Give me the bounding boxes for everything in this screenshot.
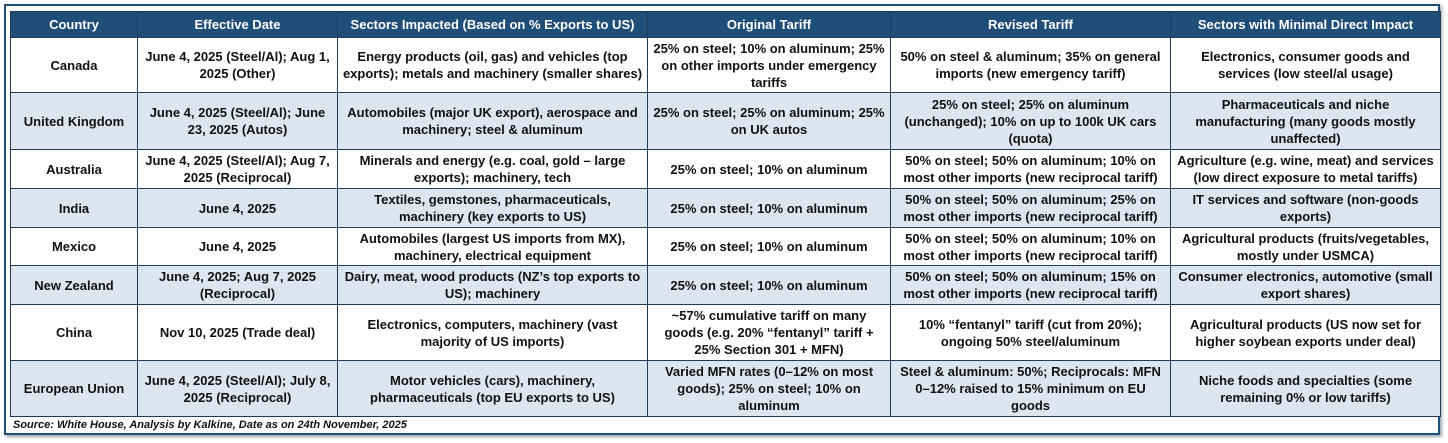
cell-original: 25% on steel; 10% on aluminum xyxy=(647,188,891,228)
table-row: United Kingdom June 4, 2025 (Steel/Al); … xyxy=(10,92,1441,150)
cell-sectors: Motor vehicles (cars), machinery, pharma… xyxy=(337,360,648,417)
cell-original: 25% on steel; 25% on aluminum; 25% on UK… xyxy=(647,92,891,150)
cell-revised: 50% on steel; 50% on aluminum; 10% on mo… xyxy=(890,149,1171,189)
cell-date: June 4, 2025 (Steel/Al); June 23, 2025 (… xyxy=(137,92,338,150)
cell-country: Mexico xyxy=(10,227,138,266)
cell-country: New Zealand xyxy=(10,265,138,305)
cell-revised: Steel & aluminum: 50%; Reciprocals: MFN … xyxy=(890,360,1171,417)
header-original-tariff: Original Tariff xyxy=(647,11,891,38)
cell-original: 25% on steel; 10% on aluminum; 25% on ot… xyxy=(647,37,891,93)
cell-minimal: Pharmaceuticals and niche manufacturing … xyxy=(1170,92,1441,150)
cell-original: ~57% cumulative tariff on many goods (e.… xyxy=(647,304,891,361)
cell-date: June 4, 2025 (Steel/Al); July 8, 2025 (R… xyxy=(137,360,338,417)
cell-sectors: Textiles, gemstones, pharmaceuticals, ma… xyxy=(337,188,648,228)
table-row: India June 4, 2025 Textiles, gemstones, … xyxy=(10,188,1441,228)
cell-date: June 4, 2025 (Steel/Al); Aug 1, 2025 (Ot… xyxy=(137,37,338,93)
cell-revised: 50% on steel; 50% on aluminum; 15% on mo… xyxy=(890,265,1171,305)
cell-country: Australia xyxy=(10,149,138,189)
cell-sectors: Energy products (oil, gas) and vehicles … xyxy=(337,37,648,93)
cell-date: June 4, 2025 (Steel/Al); Aug 7, 2025 (Re… xyxy=(137,149,338,189)
cell-date: Nov 10, 2025 (Trade deal) xyxy=(137,304,338,361)
cell-original: 25% on steel; 10% on aluminum xyxy=(647,149,891,189)
cell-date: June 4, 2025 xyxy=(137,188,338,228)
cell-minimal: IT services and software (non-goods expo… xyxy=(1170,188,1441,228)
table-row: Mexico June 4, 2025 Automobiles (largest… xyxy=(10,227,1441,266)
cell-original: Varied MFN rates (0–12% on most goods); … xyxy=(647,360,891,417)
cell-revised: 10% “fentanyl” tariff (cut from 20%); on… xyxy=(890,304,1171,361)
header-effective-date: Effective Date xyxy=(137,11,338,38)
cell-minimal: Niche foods and specialties (some remain… xyxy=(1170,360,1441,417)
cell-revised: 50% on steel; 50% on aluminum; 10% on mo… xyxy=(890,227,1171,266)
cell-country: European Union xyxy=(10,360,138,417)
table-row: Australia June 4, 2025 (Steel/Al); Aug 7… xyxy=(10,149,1441,189)
cell-sectors: Minerals and energy (e.g. coal, gold – l… xyxy=(337,149,648,189)
table-row: New Zealand June 4, 2025; Aug 7, 2025 (R… xyxy=(10,265,1441,305)
header-country: Country xyxy=(10,11,138,38)
header-minimal-impact: Sectors with Minimal Direct Impact xyxy=(1170,11,1441,38)
table-row: China Nov 10, 2025 (Trade deal) Electron… xyxy=(10,304,1441,361)
cell-sectors: Dairy, meat, wood products (NZ’s top exp… xyxy=(337,265,648,305)
cell-minimal: Agricultural products (fruits/vegetables… xyxy=(1170,227,1441,266)
cell-sectors: Automobiles (major UK export), aerospace… xyxy=(337,92,648,150)
cell-original: 25% on steel; 10% on aluminum xyxy=(647,227,891,266)
cell-minimal: Agricultural products (US now set for hi… xyxy=(1170,304,1441,361)
cell-country: India xyxy=(10,188,138,228)
cell-revised: 25% on steel; 25% on aluminum (unchanged… xyxy=(890,92,1171,150)
cell-minimal: Electronics, consumer goods and services… xyxy=(1170,37,1441,93)
cell-minimal: Consumer electronics, automotive (small … xyxy=(1170,265,1441,305)
cell-original: 25% on steel; 10% on aluminum xyxy=(647,265,891,305)
cell-country: United Kingdom xyxy=(10,92,138,150)
header-sectors-impacted: Sectors Impacted (Based on % Exports to … xyxy=(337,11,648,38)
header-row: Country Effective Date Sectors Impacted … xyxy=(10,11,1441,38)
cell-sectors: Automobiles (largest US imports from MX)… xyxy=(337,227,648,266)
table-row: Canada June 4, 2025 (Steel/Al); Aug 1, 2… xyxy=(10,37,1441,93)
cell-date: June 4, 2025 xyxy=(137,227,338,266)
cell-revised: 50% on steel & aluminum; 35% on general … xyxy=(890,37,1171,93)
cell-sectors: Electronics, computers, machinery (vast … xyxy=(337,304,648,361)
source-note: Source: White House, Analysis by Kalkine… xyxy=(13,419,407,431)
cell-country: Canada xyxy=(10,37,138,93)
cell-minimal: Agriculture (e.g. wine, meat) and servic… xyxy=(1170,149,1441,189)
header-revised-tariff: Revised Tariff xyxy=(890,11,1171,38)
table-frame: Country Effective Date Sectors Impacted … xyxy=(4,4,1441,435)
cell-country: China xyxy=(10,304,138,361)
table-row: European Union June 4, 2025 (Steel/Al); … xyxy=(10,360,1441,417)
cell-date: June 4, 2025; Aug 7, 2025 (Reciprocal) xyxy=(137,265,338,305)
tariff-table: Country Effective Date Sectors Impacted … xyxy=(10,11,1441,417)
cell-revised: 50% on steel; 50% on aluminum; 25% on mo… xyxy=(890,188,1171,228)
